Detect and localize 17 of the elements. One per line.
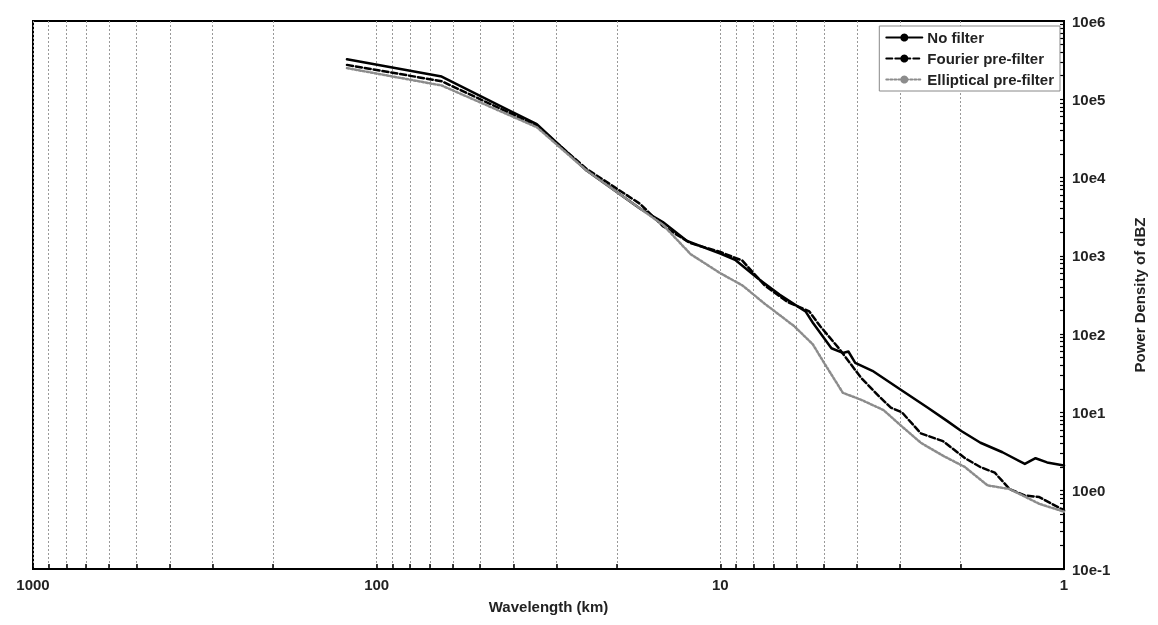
y-tick-label: 10e1 [1072, 403, 1106, 421]
y-tick-label: 10e2 [1072, 325, 1106, 343]
y-tick-label: 10e3 [1072, 247, 1106, 265]
y-tick-label: 10e0 [1072, 482, 1106, 500]
legend-label: No filter [927, 29, 985, 46]
x-axis-title: Wavelength (km) [488, 598, 609, 615]
y-tick-label: 10e5 [1072, 90, 1106, 108]
legend-label: Fourier pre-filter [927, 50, 1045, 67]
x-tick-label: 1 [1059, 576, 1069, 593]
x-tick-label: 1000 [16, 576, 50, 593]
y-axis-title: Power Density of dBZ [1131, 217, 1148, 373]
x-tick-label: 100 [364, 576, 390, 593]
y-tick-label: 10e-1 [1072, 560, 1111, 578]
y-tick-label: 10e6 [1072, 12, 1106, 30]
y-tick-label: 10e4 [1072, 169, 1107, 187]
legend-label: Elliptical pre-filter [927, 71, 1055, 88]
x-tick-label: 10 [711, 576, 729, 593]
